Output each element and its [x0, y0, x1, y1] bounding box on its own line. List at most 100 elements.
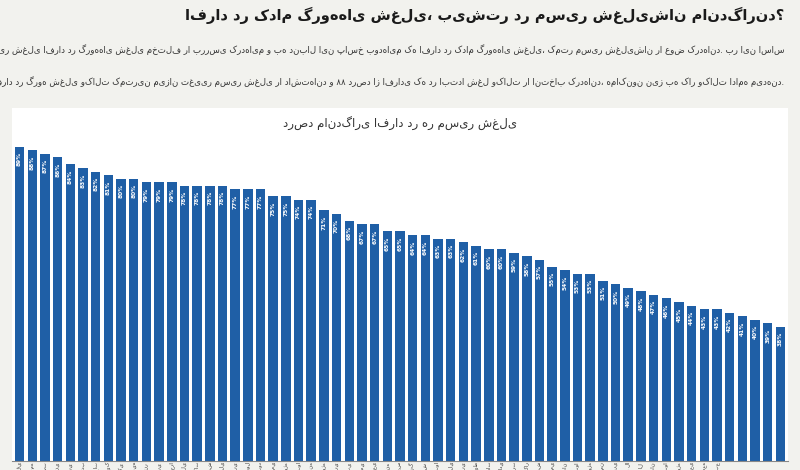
Text: 88%: 88%	[30, 156, 34, 170]
Bar	[497, 249, 506, 461]
Text: 78%: 78%	[194, 191, 200, 205]
Text: 67%: 67%	[372, 230, 377, 244]
Bar	[192, 186, 202, 461]
Text: 75%: 75%	[270, 202, 276, 216]
Text: 61%: 61%	[474, 251, 478, 265]
Bar	[510, 252, 519, 461]
Bar	[345, 221, 354, 461]
Bar	[687, 306, 696, 461]
Text: 65%: 65%	[385, 237, 390, 251]
Bar	[662, 298, 671, 461]
Bar	[281, 196, 290, 461]
Bar	[167, 182, 177, 461]
Text: 87%: 87%	[42, 159, 47, 173]
Text: 77%: 77%	[246, 195, 250, 209]
Bar	[306, 200, 316, 461]
Bar	[776, 327, 785, 461]
Bar	[408, 235, 418, 461]
Text: 60%: 60%	[486, 254, 491, 268]
Bar	[53, 157, 62, 461]
Text: 46%: 46%	[664, 304, 669, 318]
Bar	[598, 281, 608, 461]
Text: 70%: 70%	[334, 219, 339, 233]
Bar	[294, 200, 303, 461]
Text: 77%: 77%	[258, 195, 263, 209]
Bar	[180, 186, 189, 461]
Bar	[243, 189, 253, 461]
Bar	[395, 231, 405, 461]
Text: 83%: 83%	[81, 173, 86, 188]
Bar	[40, 154, 50, 461]
Text: 39%: 39%	[766, 329, 770, 343]
Bar	[27, 150, 37, 461]
Text: 63%: 63%	[448, 244, 454, 258]
Text: 43%: 43%	[702, 314, 707, 329]
Bar	[623, 288, 633, 461]
Text: 79%: 79%	[144, 188, 149, 202]
Text: 59%: 59%	[512, 258, 517, 272]
Bar	[484, 249, 494, 461]
Bar	[763, 323, 773, 461]
Bar	[142, 182, 151, 461]
Bar	[446, 238, 455, 461]
Bar	[382, 231, 392, 461]
Bar	[104, 175, 113, 461]
Bar	[471, 245, 481, 461]
Text: 41%: 41%	[740, 321, 745, 336]
Bar	[560, 270, 570, 461]
Bar	[611, 284, 620, 461]
Bar	[712, 309, 722, 461]
Bar	[421, 235, 430, 461]
Text: 79%: 79%	[170, 188, 174, 202]
Text: 75%: 75%	[283, 202, 288, 216]
Bar	[256, 189, 266, 461]
Text: 60%: 60%	[499, 254, 504, 268]
Text: 43%: 43%	[714, 314, 719, 329]
Text: 68%: 68%	[346, 226, 352, 241]
Bar	[116, 179, 126, 461]
Text: 71%: 71%	[322, 216, 326, 230]
Text: 45%: 45%	[677, 307, 682, 321]
Text: 63%: 63%	[435, 244, 441, 258]
Bar	[358, 224, 366, 461]
Bar	[91, 172, 101, 461]
Text: افراد در کدام گروه‌های شغلی، بیشتر در مسیر شغلی‌شان ماندگارند؟: افراد در کدام گروه‌های شغلی، بیشتر در مس…	[185, 7, 784, 24]
Bar	[78, 168, 88, 461]
Text: 64%: 64%	[423, 240, 428, 255]
Text: 62%: 62%	[461, 247, 466, 262]
Bar	[218, 186, 227, 461]
Text: 48%: 48%	[638, 297, 643, 311]
Text: افراد در گروه شغلی وکالت کمترین میزان تغییر مسیر شغلی را داشته‌اند و ۸۸ درصد از : افراد در گروه شغلی وکالت کمترین میزان تغ…	[0, 76, 784, 86]
Bar	[522, 256, 531, 461]
Text: 86%: 86%	[55, 163, 60, 177]
Bar	[738, 316, 747, 461]
Text: 38%: 38%	[778, 332, 783, 346]
Bar	[586, 274, 595, 461]
Text: 82%: 82%	[93, 177, 98, 191]
Text: 49%: 49%	[626, 293, 630, 307]
Text: 47%: 47%	[651, 300, 656, 314]
Text: 80%: 80%	[131, 184, 136, 198]
Text: در این بخش تغییر مسیر شغلی افراد در گروه‌های شغلی مختلف را بررسی کرده‌ایم و به د: در این بخش تغییر مسیر شغلی افراد در گروه…	[0, 44, 784, 55]
Text: 58%: 58%	[524, 261, 530, 276]
Bar	[458, 242, 468, 461]
Bar	[547, 266, 557, 461]
Text: 89%: 89%	[17, 152, 22, 166]
Text: 44%: 44%	[689, 311, 694, 325]
Bar	[154, 182, 164, 461]
Text: 53%: 53%	[588, 279, 593, 293]
Bar	[230, 189, 240, 461]
Bar	[649, 295, 658, 461]
Bar	[15, 147, 24, 461]
Text: 65%: 65%	[398, 237, 402, 251]
Text: 79%: 79%	[157, 188, 162, 202]
Text: 67%: 67%	[359, 230, 365, 244]
Text: 53%: 53%	[575, 279, 580, 293]
Text: 54%: 54%	[562, 275, 567, 290]
Text: 78%: 78%	[207, 191, 212, 205]
Bar	[332, 214, 342, 461]
Bar	[269, 196, 278, 461]
Bar	[636, 291, 646, 461]
Text: 51%: 51%	[600, 286, 606, 300]
Text: 40%: 40%	[753, 325, 758, 339]
